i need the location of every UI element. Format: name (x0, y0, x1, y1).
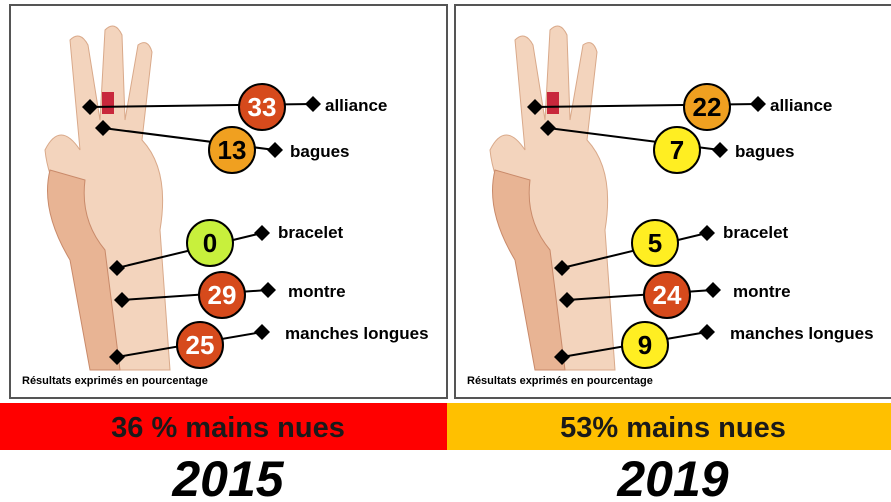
note: Résultats exprimés en pourcentage (467, 375, 653, 387)
item-label: montre (288, 282, 346, 301)
item-label: bagues (290, 142, 350, 161)
value-label: 24 (653, 280, 682, 310)
note: Résultats exprimés en pourcentage (22, 375, 208, 387)
item-label: montre (733, 282, 791, 301)
year: 2019 (616, 451, 728, 502)
value-label: 7 (670, 135, 684, 165)
item-label: bracelet (723, 223, 789, 242)
value-label: 13 (218, 135, 247, 165)
value-label: 0 (203, 228, 217, 258)
summary: 36 % mains nues (111, 412, 345, 444)
year: 2015 (171, 451, 284, 502)
value-label: 29 (208, 280, 237, 310)
item-label: manches longues (730, 324, 874, 343)
value-label: 9 (638, 330, 652, 360)
item-label: manches longues (285, 324, 429, 343)
panel: 33 alliance 13 bagues 0 bracelet 29 montre 25 man… (0, 5, 447, 502)
item-label: bracelet (278, 223, 344, 242)
value-label: 25 (186, 330, 215, 360)
value-label: 33 (248, 92, 277, 122)
infographic: 33 alliance 13 bagues 0 bracelet 29 montre 25 man… (0, 0, 891, 502)
value-label: 22 (693, 92, 722, 122)
summary: 53% mains nues (560, 412, 786, 444)
item-label: alliance (770, 96, 832, 115)
item-label: bagues (735, 142, 795, 161)
panel: 22 alliance 7 bagues 5 bracelet 24 montre 9 manch… (447, 5, 891, 502)
ring (547, 92, 559, 114)
item-label: alliance (325, 96, 387, 115)
ring (102, 92, 114, 114)
value-label: 5 (648, 228, 662, 258)
